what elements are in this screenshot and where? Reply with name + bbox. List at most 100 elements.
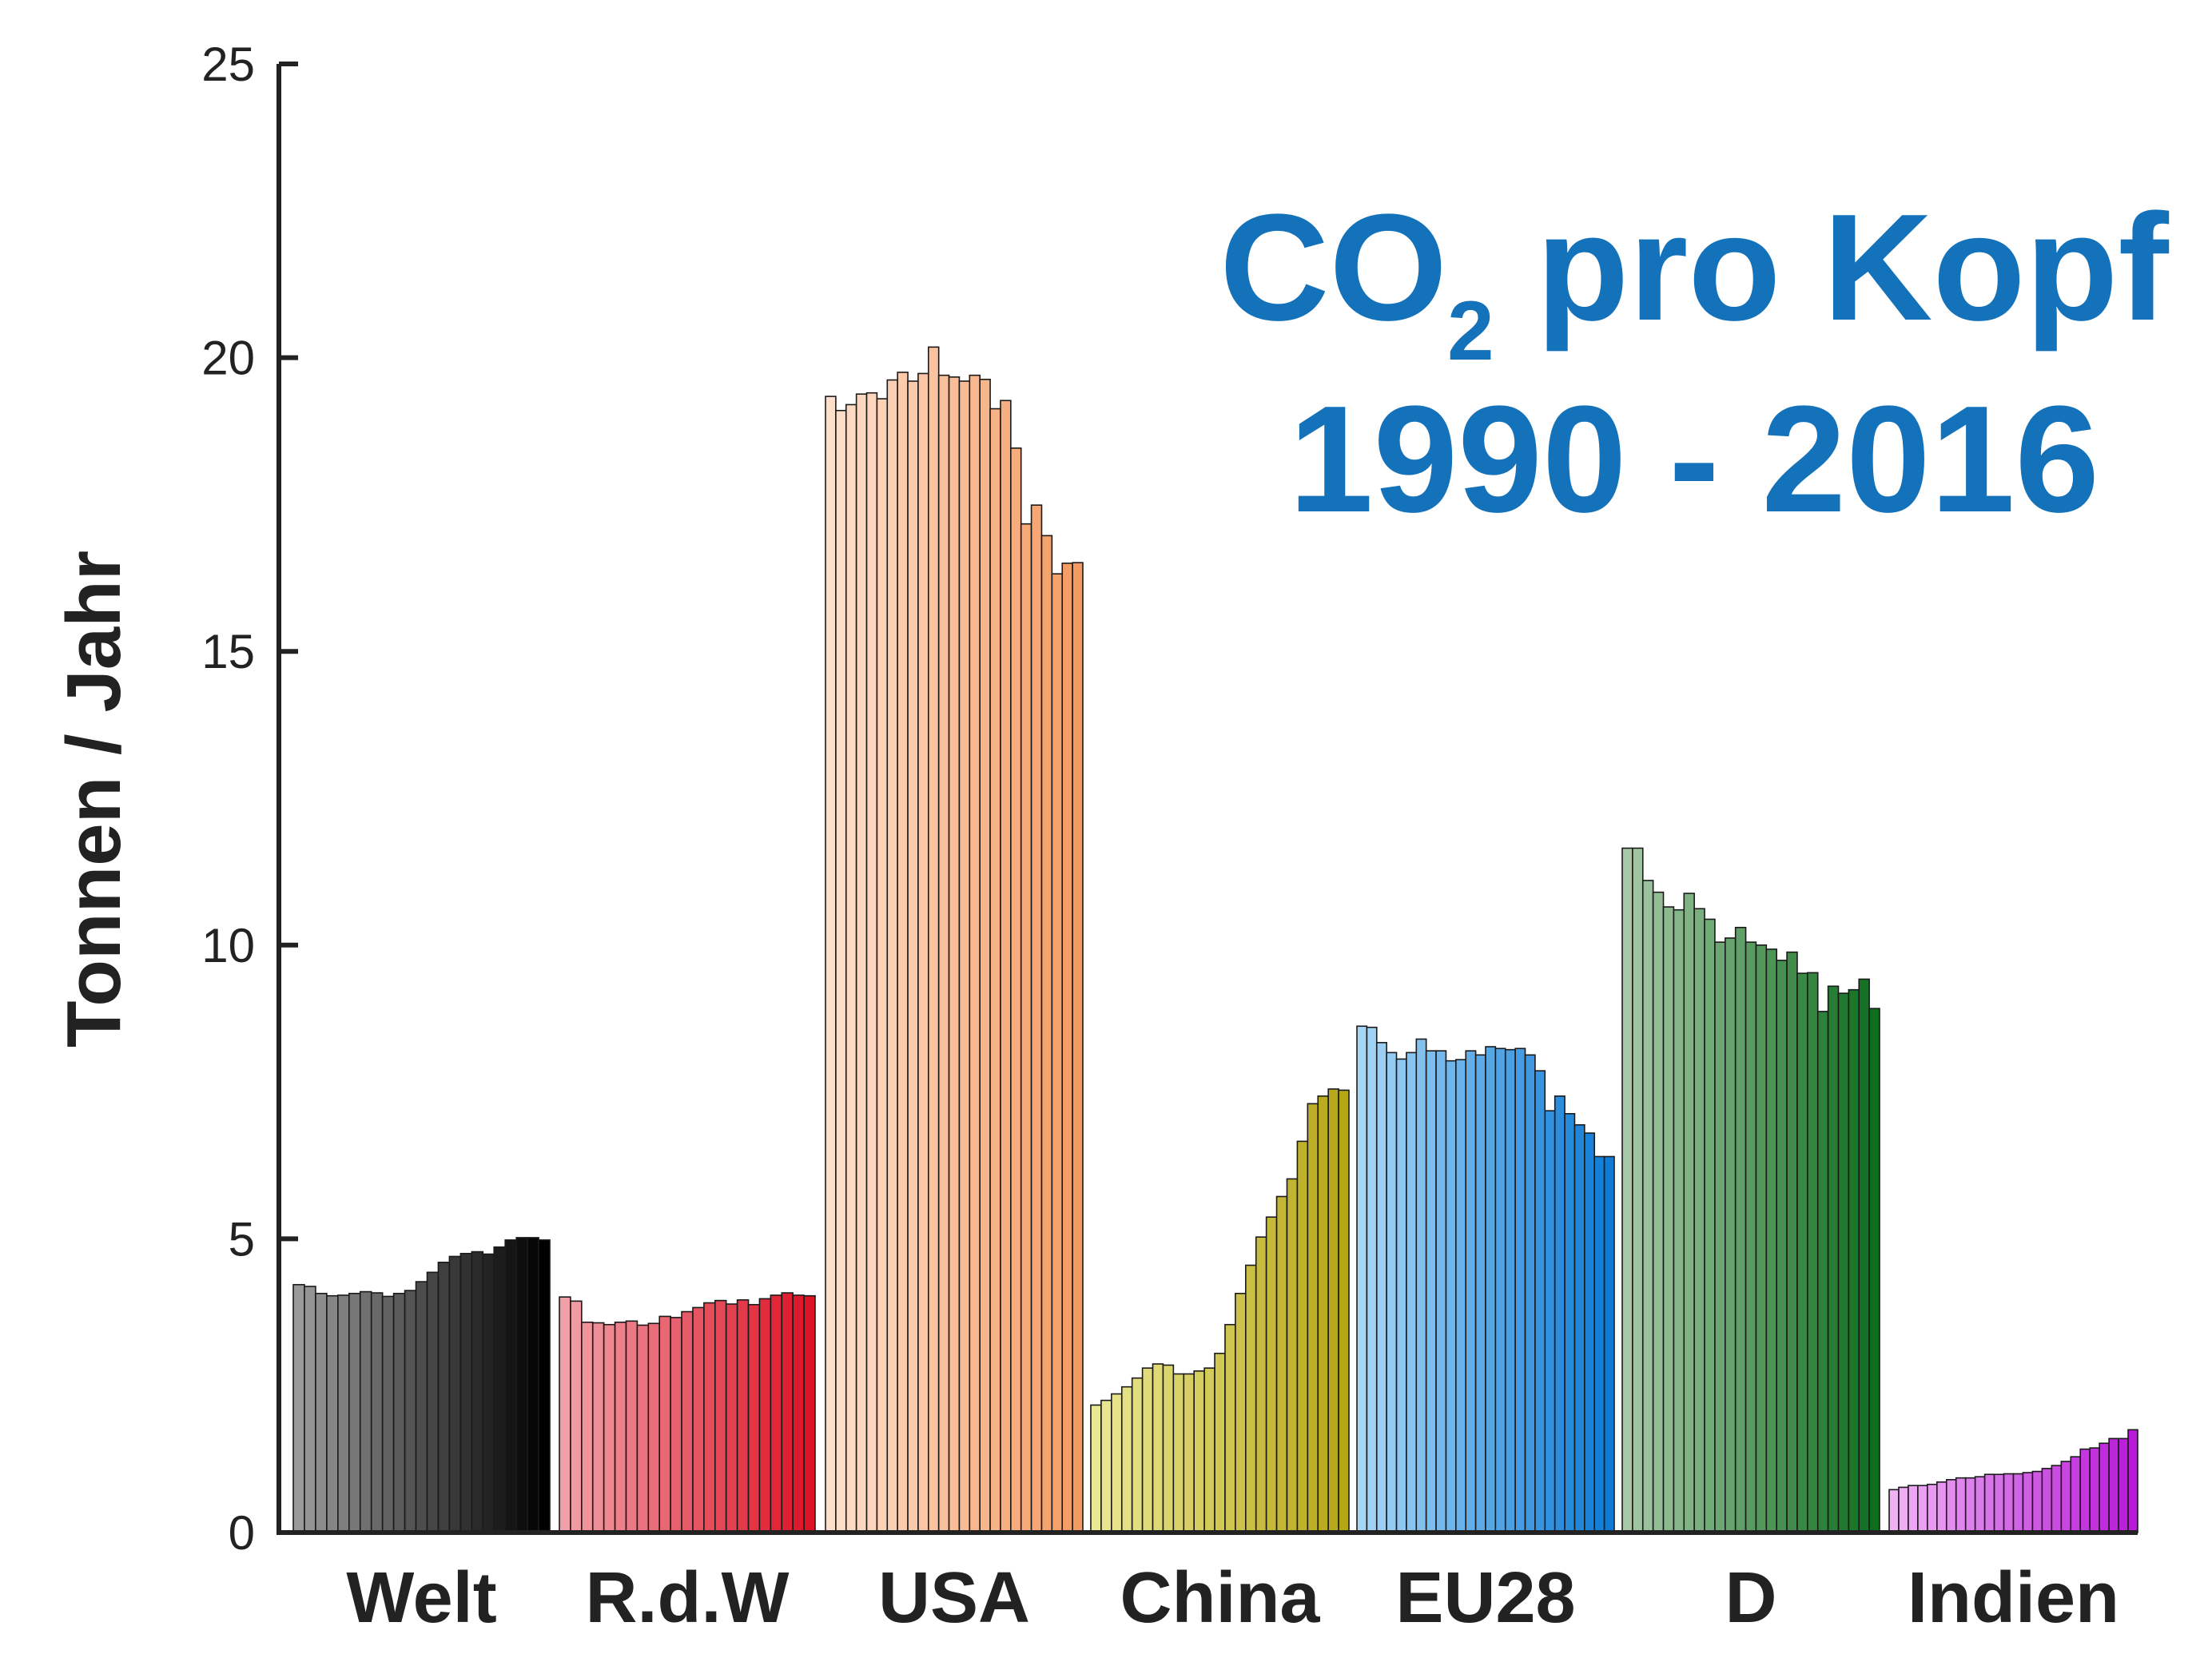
bar-welt-7 [370,1292,384,1533]
bar-welt-11 [415,1281,428,1533]
bar-rdw-5 [614,1322,627,1533]
category-label-d: D [1725,1558,1777,1638]
bar-indien-9 [1974,1476,1986,1533]
bar-d-23 [1858,978,1870,1533]
bar-group-d [1621,847,1880,1533]
bar-rdw-20 [781,1292,794,1533]
bar-usa-0 [825,396,837,1533]
bar-rdw-3 [591,1322,605,1533]
bar-rdw-16 [736,1299,750,1533]
bar-usa-8 [907,380,919,1533]
bar-indien-13 [2012,1473,2024,1533]
y-axis-label: Tonnen / Jahr [51,551,137,1048]
bar-welt-8 [381,1295,395,1533]
bar-group-rdw [559,1292,816,1533]
bar-eu28-22 [1573,1123,1585,1533]
bar-indien-25 [2127,1429,2138,1533]
bar-china-22 [1317,1095,1329,1533]
bar-usa-11 [937,374,950,1533]
bar-indien-12 [2003,1473,2015,1533]
bar-rdw-15 [725,1303,738,1533]
bar-welt-2 [315,1292,328,1533]
bar-indien-20 [2079,1448,2091,1533]
bar-indien-19 [2070,1456,2082,1533]
bar-welt-5 [348,1292,361,1533]
bar-group-china [1090,1088,1350,1533]
bar-welt-6 [359,1290,372,1533]
bar-usa-18 [1010,447,1022,1533]
bar-d-7 [1693,908,1705,1533]
bar-indien-1 [1898,1486,1909,1533]
bar-indien-24 [2118,1437,2129,1533]
bar-eu28-18 [1534,1070,1546,1533]
bar-d-22 [1848,988,1860,1533]
bar-group-eu28 [1356,1025,1615,1533]
bar-d-1 [1632,847,1644,1533]
chart-title-prefix: CO [1219,183,1447,352]
bar-usa-1 [835,409,847,1533]
bar-welt-16 [471,1250,484,1533]
bar-usa-16 [989,408,1001,1533]
bar-indien-17 [2051,1465,2063,1533]
category-label-usa: USA [878,1558,1030,1638]
bar-usa-10 [928,346,940,1533]
bar-d-5 [1673,909,1685,1533]
bar-indien-14 [2022,1472,2034,1533]
bar-china-4 [1131,1377,1144,1533]
bar-d-12 [1745,941,1757,1533]
bar-d-20 [1827,985,1840,1533]
bar-indien-2 [1908,1485,1919,1533]
bar-china-6 [1152,1363,1164,1533]
bar-d-16 [1786,951,1798,1533]
bar-china-13 [1224,1323,1236,1533]
bar-group-welt [292,1237,551,1533]
category-label-rdw: R.d.W [586,1558,790,1638]
bar-indien-7 [1955,1477,1967,1533]
bar-rdw-1 [570,1300,583,1533]
bar-rdw-19 [770,1294,783,1533]
bar-china-14 [1235,1292,1247,1533]
bar-usa-24 [1072,562,1084,1533]
bar-indien-23 [2108,1437,2119,1533]
bar-eu28-10 [1455,1059,1467,1533]
bar-indien-0 [1888,1489,1900,1533]
bar-china-16 [1255,1236,1267,1533]
bar-welt-19 [504,1239,517,1533]
bar-indien-16 [2041,1468,2053,1533]
bar-china-17 [1265,1216,1278,1533]
bar-indien-11 [1993,1473,2005,1533]
bar-rdw-9 [658,1315,671,1533]
axes-layer [276,64,2138,1535]
bar-china-11 [1203,1367,1215,1533]
bar-welt-18 [493,1246,506,1533]
bar-eu28-7 [1425,1050,1437,1533]
bar-group-usa [825,346,1084,1533]
bar-d-18 [1807,972,1819,1533]
bar-usa-3 [855,393,868,1533]
category-label-china: China [1120,1558,1320,1638]
bar-welt-3 [326,1294,339,1533]
bar-china-15 [1245,1264,1257,1533]
y-tick-label-25: 25 [201,38,255,91]
bar-eu28-17 [1524,1054,1536,1533]
bar-welt-22 [538,1239,551,1533]
category-label-indien: Indien [1908,1558,2119,1638]
bar-usa-17 [1000,400,1012,1533]
bar-welt-13 [437,1262,451,1533]
bar-d-0 [1621,847,1633,1533]
bar-eu28-19 [1544,1110,1556,1533]
bar-d-17 [1796,972,1808,1533]
bar-china-12 [1214,1352,1226,1533]
bar-d-24 [1868,1008,1880,1533]
bar-china-10 [1193,1370,1205,1533]
bar-d-10 [1725,937,1737,1533]
bar-eu28-5 [1406,1052,1418,1533]
bar-usa-22 [1051,573,1064,1533]
bar-rdw-0 [559,1296,571,1533]
bar-d-19 [1816,1011,1829,1533]
bar-indien-6 [1945,1479,1957,1533]
bar-usa-15 [979,378,991,1533]
bar-rdw-8 [647,1322,661,1533]
bar-rdw-13 [703,1302,716,1533]
bar-rdw-7 [636,1324,650,1533]
